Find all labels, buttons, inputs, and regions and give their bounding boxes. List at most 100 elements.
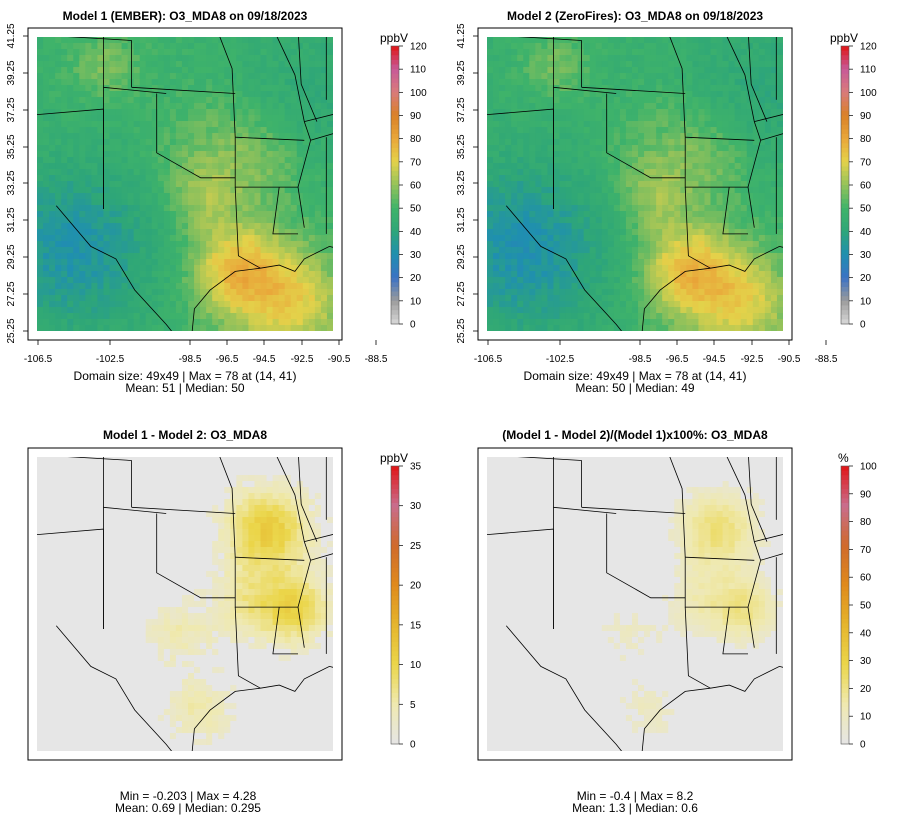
grid-cell xyxy=(619,115,627,122)
grid-cell xyxy=(308,61,316,68)
grid-cell xyxy=(79,259,86,266)
grid-cell xyxy=(770,73,778,80)
grid-cell xyxy=(308,325,316,331)
grid-cell xyxy=(103,67,110,74)
grid-cell xyxy=(169,43,177,50)
grid-cell xyxy=(553,247,560,254)
grid-cell xyxy=(73,73,80,80)
grid-cell xyxy=(577,307,585,314)
grid-cell xyxy=(650,157,657,164)
grid-cell xyxy=(103,265,110,272)
grid-cell xyxy=(601,67,609,74)
grid-cell xyxy=(248,55,255,62)
grid-cell xyxy=(272,121,280,128)
grid-cell xyxy=(212,187,219,194)
grid-cell xyxy=(613,253,621,260)
grid-cell xyxy=(535,325,542,331)
grid-cell xyxy=(607,139,615,146)
grid-cell xyxy=(230,109,237,116)
grid-cell xyxy=(290,265,298,272)
grid-cell xyxy=(272,79,280,86)
grid-cell xyxy=(188,73,195,80)
grid-cell xyxy=(326,139,333,146)
colorbar-swatch xyxy=(391,254,399,260)
grid-cell xyxy=(716,217,724,224)
grid-cell xyxy=(115,301,123,308)
grid-cell xyxy=(758,91,766,98)
grid-cell xyxy=(577,235,585,242)
grid-cell xyxy=(188,307,195,314)
grid-cell xyxy=(302,223,310,230)
grid-cell xyxy=(230,157,237,164)
grid-cell xyxy=(169,91,177,98)
grid-cell xyxy=(91,193,98,200)
grid-cell xyxy=(139,67,147,74)
grid-cell xyxy=(127,223,135,230)
grid-cell xyxy=(127,319,135,326)
grid-cell xyxy=(740,181,748,188)
grid-cell xyxy=(224,253,231,260)
grid-cell xyxy=(151,61,159,68)
grid-cell xyxy=(284,253,292,260)
grid-cell xyxy=(577,217,585,224)
grid-cell xyxy=(535,319,542,326)
grid-cell xyxy=(230,49,237,56)
grid-cell xyxy=(601,187,609,194)
grid-cell xyxy=(79,133,86,140)
grid-cell xyxy=(547,259,554,266)
grid-cell xyxy=(644,37,651,44)
grid-cell xyxy=(302,73,310,80)
grid-cell xyxy=(487,121,494,128)
grid-cell xyxy=(79,205,86,212)
grid-cell xyxy=(278,169,286,176)
grid-cell xyxy=(326,61,333,68)
grid-cell xyxy=(49,187,56,194)
grid-cell xyxy=(91,43,98,50)
grid-cell xyxy=(188,55,195,62)
grid-cell xyxy=(776,187,783,194)
grid-cell xyxy=(272,289,280,296)
grid-cell xyxy=(710,289,718,296)
grid-cell xyxy=(326,319,333,326)
grid-cell xyxy=(746,181,754,188)
grid-cell xyxy=(674,235,681,242)
grid-cell xyxy=(175,181,183,188)
grid-cell xyxy=(625,121,633,128)
grid-cell xyxy=(710,43,718,50)
grid-cell xyxy=(601,319,609,326)
grid-cell xyxy=(242,319,249,326)
grid-cell xyxy=(523,217,530,224)
grid-cell xyxy=(517,55,524,62)
grid-cell xyxy=(175,133,183,140)
grid-cell xyxy=(716,307,724,314)
grid-cell xyxy=(722,175,730,182)
grid-cell xyxy=(505,307,512,314)
grid-cell xyxy=(139,211,147,218)
grid-cell xyxy=(230,295,237,302)
grid-cell xyxy=(67,151,74,158)
grid-cell xyxy=(764,199,772,206)
grid-cell xyxy=(85,199,92,206)
grid-cell xyxy=(577,145,585,152)
grid-cell xyxy=(644,67,651,74)
grid-cell xyxy=(638,253,645,260)
grid-cell xyxy=(145,121,153,128)
grid-cell xyxy=(692,163,699,170)
grid-cell xyxy=(85,271,92,278)
grid-cell xyxy=(151,307,159,314)
grid-cell xyxy=(37,283,44,290)
grid-cell xyxy=(619,103,627,110)
grid-cell xyxy=(710,73,718,80)
grid-cell xyxy=(181,151,189,158)
grid-cell xyxy=(650,301,657,308)
grid-cell xyxy=(151,85,159,92)
grid-cell xyxy=(668,145,675,152)
grid-cell xyxy=(127,181,135,188)
grid-cell xyxy=(541,187,548,194)
grid-cell xyxy=(139,163,147,170)
grid-cell xyxy=(668,325,675,331)
grid-cell xyxy=(746,253,754,260)
grid-cell xyxy=(272,151,280,158)
grid-cell xyxy=(656,169,663,176)
grid-cell xyxy=(505,313,512,320)
